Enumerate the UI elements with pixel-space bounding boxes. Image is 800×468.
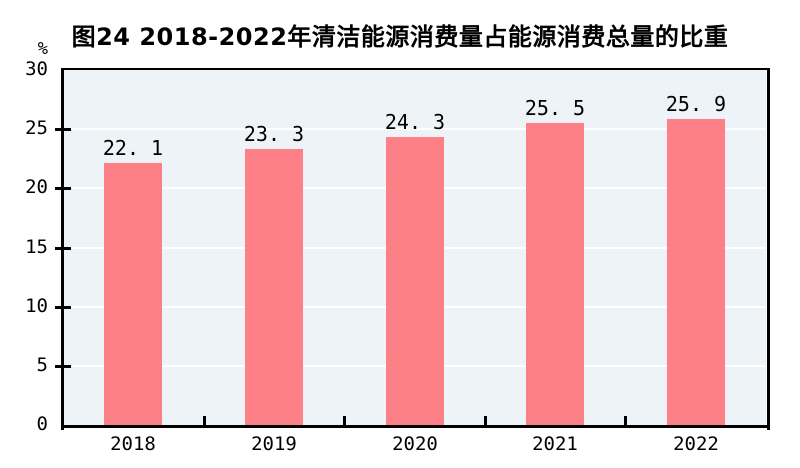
y-axis-tick-label: 5 xyxy=(36,354,48,376)
x-axis-tick-label: 2022 xyxy=(673,433,719,455)
plot-border-top xyxy=(61,68,770,70)
bar-value-label: 23. 3 xyxy=(243,122,305,146)
bar-value-label: 25. 5 xyxy=(524,96,586,120)
chart-title: 图24 2018-2022年清洁能源消费量占能源消费总量的比重 xyxy=(71,23,729,51)
bar-value-label: 22. 1 xyxy=(102,136,164,160)
x-tick-mark xyxy=(203,416,206,425)
y-axis-tick-label: 20 xyxy=(25,176,48,198)
bar-2020 xyxy=(386,137,444,425)
bar-2019 xyxy=(245,149,303,425)
y-axis-tick-label: 25 xyxy=(25,117,48,139)
y-axis-tick-label: 0 xyxy=(36,413,48,435)
y-axis-tick-label: 10 xyxy=(25,295,48,317)
x-axis-tick-label: 2019 xyxy=(251,433,297,455)
x-tick-mark xyxy=(343,416,346,425)
bar-2021 xyxy=(526,123,584,425)
bar-value-label: 25. 9 xyxy=(665,92,727,116)
x-tick-mark xyxy=(624,416,627,425)
x-axis-tick-label: 2020 xyxy=(392,433,438,455)
plot-border-right xyxy=(767,68,770,430)
gridline xyxy=(63,128,766,131)
x-axis-tick-label: 2021 xyxy=(532,433,578,455)
y-axis-tick-label: 30 xyxy=(25,58,48,80)
y-axis-line xyxy=(61,68,64,430)
bar-2022 xyxy=(667,119,725,425)
y-axis-tick-label: 15 xyxy=(25,236,48,258)
y-axis-unit-label: % xyxy=(37,39,48,59)
bar-2018 xyxy=(104,163,162,425)
x-axis-tick-label: 2018 xyxy=(110,433,156,455)
bar-value-label: 24. 3 xyxy=(384,110,446,134)
x-tick-mark xyxy=(484,416,487,425)
x-axis-line xyxy=(61,425,770,428)
